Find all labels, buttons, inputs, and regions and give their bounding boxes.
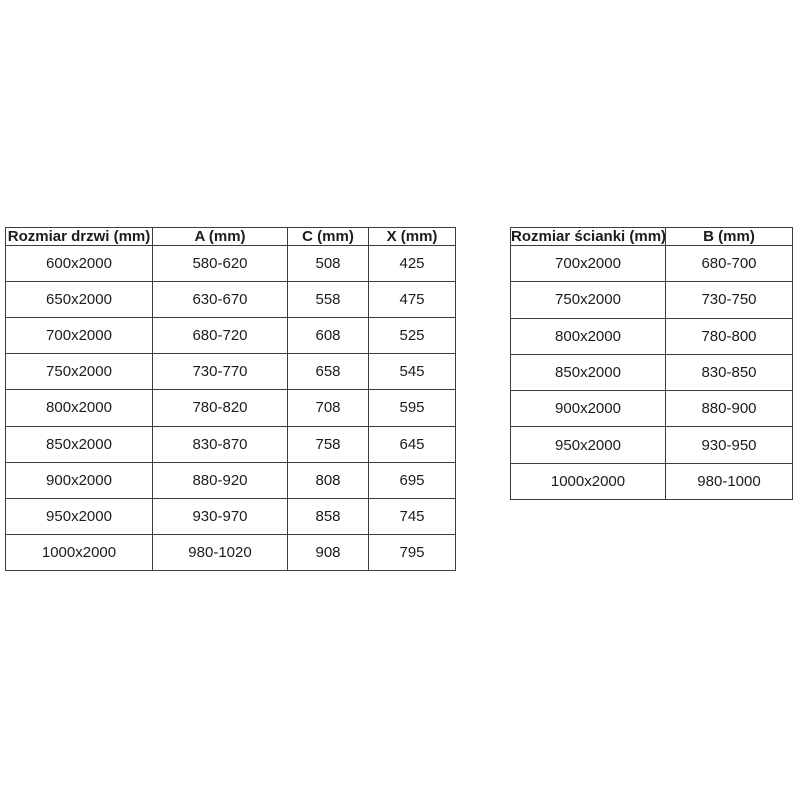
- table-cell: 1000x2000: [5, 533, 153, 572]
- table-row: 1000x2000 980-1000: [510, 462, 793, 501]
- table-cell: 650x2000: [5, 281, 153, 319]
- table-cell: 908: [287, 533, 369, 572]
- table-cell: 750x2000: [510, 281, 666, 319]
- table-cell: 630-670: [152, 281, 288, 319]
- table-cell: 695: [368, 461, 456, 499]
- table-row: 950x2000 930-950: [510, 426, 793, 464]
- table-row: 900x2000 880-900: [510, 390, 793, 428]
- table-row: 700x2000 680-720 608 525: [5, 317, 456, 355]
- table-row: 700x2000 680-700: [510, 244, 793, 283]
- table-row: 850x2000 830-870 758 645: [5, 425, 456, 463]
- table-cell: 708: [287, 389, 369, 427]
- column-header-c-mm: C (mm): [287, 227, 369, 246]
- table-cell: 730-750: [665, 281, 793, 319]
- table-cell: 950x2000: [5, 497, 153, 535]
- table-cell: 680-720: [152, 317, 288, 355]
- table-cell: 475: [368, 281, 456, 319]
- table-row: 1000x2000 980-1020 908 795: [5, 533, 456, 572]
- table-cell: 580-620: [152, 244, 288, 283]
- table-cell: 930-950: [665, 426, 793, 464]
- table-cell: 980-1020: [152, 533, 288, 572]
- table-cell: 780-800: [665, 317, 793, 355]
- column-header-rozmiar-drzwi: Rozmiar drzwi (mm): [5, 227, 153, 246]
- table-row: 800x2000 780-820 708 595: [5, 389, 456, 427]
- column-header-a-mm: A (mm): [152, 227, 288, 246]
- table-row: 950x2000 930-970 858 745: [5, 497, 456, 535]
- table-cell: 808: [287, 461, 369, 499]
- table-cell: 950x2000: [510, 426, 666, 464]
- table-row: 650x2000 630-670 558 475: [5, 281, 456, 319]
- table-row: 850x2000 830-850: [510, 353, 793, 392]
- table-cell: 800x2000: [510, 317, 666, 355]
- table-cell: 850x2000: [5, 425, 153, 463]
- table-row: 750x2000 730-750: [510, 281, 793, 319]
- table-cell: 830-870: [152, 425, 288, 463]
- column-header-x-mm: X (mm): [368, 227, 456, 246]
- table-row: 600x2000 580-620 508 425: [5, 244, 456, 283]
- table-cell: 558: [287, 281, 369, 319]
- table-cell: 830-850: [665, 353, 793, 392]
- table-cell: 545: [368, 353, 456, 391]
- table-cell: 795: [368, 533, 456, 572]
- table-cell: 858: [287, 497, 369, 535]
- table-row: 750x2000 730-770 658 545: [5, 353, 456, 391]
- table-cell: 880-900: [665, 390, 793, 428]
- table-row: 900x2000 880-920 808 695: [5, 461, 456, 499]
- table-cell: 508: [287, 244, 369, 283]
- table-cell: 780-820: [152, 389, 288, 427]
- table-cell: 700x2000: [510, 244, 666, 283]
- table-cell: 750x2000: [5, 353, 153, 391]
- table-cell: 900x2000: [5, 461, 153, 499]
- table-cell: 1000x2000: [510, 462, 666, 501]
- table-cell: 850x2000: [510, 353, 666, 392]
- table-cell: 980-1000: [665, 462, 793, 501]
- table-cell: 880-920: [152, 461, 288, 499]
- table-cell: 600x2000: [5, 244, 153, 283]
- table-cell: 658: [287, 353, 369, 391]
- door-table-header-row: Rozmiar drzwi (mm) A (mm) C (mm) X (mm): [5, 227, 456, 246]
- wall-table-header-row: Rozmiar ścianki (mm) B (mm): [510, 227, 793, 246]
- table-cell: 645: [368, 425, 456, 463]
- column-header-rozmiar-scianki: Rozmiar ścianki (mm): [510, 227, 666, 246]
- table-cell: 930-970: [152, 497, 288, 535]
- table-cell: 745: [368, 497, 456, 535]
- column-header-b-mm: B (mm): [665, 227, 793, 246]
- table-cell: 680-700: [665, 244, 793, 283]
- table-cell: 730-770: [152, 353, 288, 391]
- table-cell: 595: [368, 389, 456, 427]
- table-cell: 700x2000: [5, 317, 153, 355]
- table-cell: 758: [287, 425, 369, 463]
- table-row: 800x2000 780-800: [510, 317, 793, 355]
- wall-size-table: Rozmiar ścianki (mm) B (mm) 700x2000 680…: [510, 227, 793, 501]
- table-cell: 525: [368, 317, 456, 355]
- table-cell: 900x2000: [510, 390, 666, 428]
- table-cell: 425: [368, 244, 456, 283]
- door-size-table: Rozmiar drzwi (mm) A (mm) C (mm) X (mm) …: [5, 227, 456, 572]
- table-cell: 800x2000: [5, 389, 153, 427]
- table-cell: 608: [287, 317, 369, 355]
